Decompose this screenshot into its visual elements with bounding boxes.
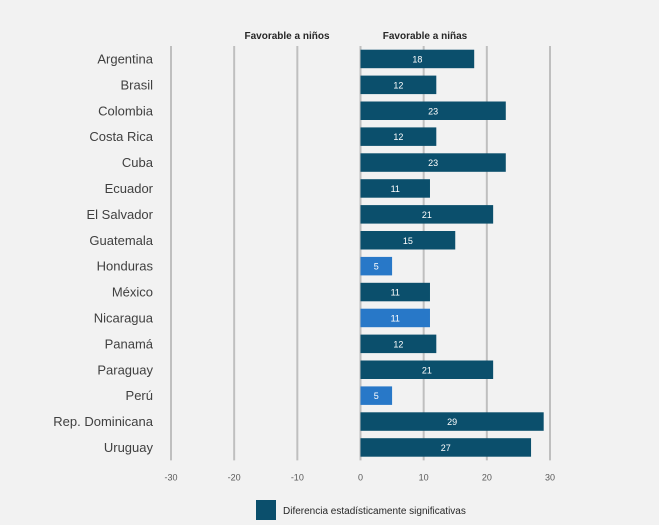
header-right: Favorable a niñas	[383, 31, 468, 42]
bar-value-label: 15	[403, 236, 413, 246]
bar	[360, 308, 430, 328]
bar	[360, 360, 494, 379]
bar	[360, 75, 437, 95]
bar-value-label: 27	[441, 443, 451, 453]
category-label: Perú	[126, 388, 153, 403]
category-label: El Salvador	[87, 207, 154, 222]
legend-swatch	[256, 500, 276, 520]
x-axis-ticks: -30 -20 -10 0 10 20 30	[164, 472, 555, 482]
category-labels: Argentina Brasil Colombia Costa Rica Cuba Ecu…	[53, 51, 153, 455]
bar	[360, 49, 475, 69]
bar	[360, 334, 437, 354]
bar-value-label: 11	[391, 313, 400, 323]
bar-value-label: 11	[391, 288, 400, 298]
x-tick-label: 30	[545, 472, 555, 482]
bar	[360, 438, 532, 457]
legend-label: Diferencia estadísticamente significativ…	[283, 506, 466, 517]
bar	[360, 386, 393, 405]
x-tick-label: -30	[164, 472, 177, 482]
x-tick-label: 10	[419, 472, 429, 482]
category-label: Guatemala	[89, 233, 153, 248]
bar	[360, 101, 506, 120]
category-label: Colombia	[98, 103, 154, 118]
bar-value-label: 12	[393, 339, 403, 349]
bar-value-label: 11	[391, 184, 400, 194]
category-label: México	[112, 285, 153, 300]
category-label: Costa Rica	[89, 129, 153, 144]
bar	[360, 127, 437, 146]
bar-value-label: 12	[393, 80, 403, 90]
bars: 18 12 23 12 23 11 21 15 5 11 11 12 21 5 29 27	[360, 49, 544, 457]
category-label: Nicaragua	[94, 310, 154, 325]
category-label: Rep. Dominicana	[53, 414, 153, 429]
bar-value-label: 12	[393, 132, 403, 142]
bar	[360, 153, 506, 172]
category-label: Ecuador	[105, 181, 154, 196]
category-label: Honduras	[97, 259, 154, 274]
header-left: Favorable a niños	[244, 31, 329, 42]
bar	[360, 205, 494, 224]
category-label: Brasil	[120, 77, 153, 92]
category-label: Uruguay	[104, 440, 154, 455]
category-label: Argentina	[97, 51, 153, 66]
bar-value-label: 29	[447, 417, 457, 427]
bar	[360, 231, 456, 250]
bar-value-label: 5	[374, 391, 379, 401]
x-tick-label: -10	[291, 472, 304, 482]
category-label: Cuba	[122, 155, 154, 170]
bar-value-label: 21	[422, 365, 432, 375]
bar	[360, 256, 393, 276]
category-label: Paraguay	[97, 362, 153, 377]
bar-value-label: 5	[374, 262, 379, 272]
x-tick-label: -20	[228, 472, 241, 482]
x-tick-label: 20	[482, 472, 492, 482]
category-label: Panamá	[105, 336, 154, 351]
x-tick-label: 0	[358, 472, 363, 482]
bar-value-label: 23	[428, 106, 438, 116]
bar	[360, 412, 544, 431]
bar	[360, 179, 430, 198]
bar	[360, 282, 430, 302]
bar-value-label: 23	[428, 158, 438, 168]
bar-value-label: 18	[412, 54, 422, 64]
bar-value-label: 21	[422, 210, 432, 220]
